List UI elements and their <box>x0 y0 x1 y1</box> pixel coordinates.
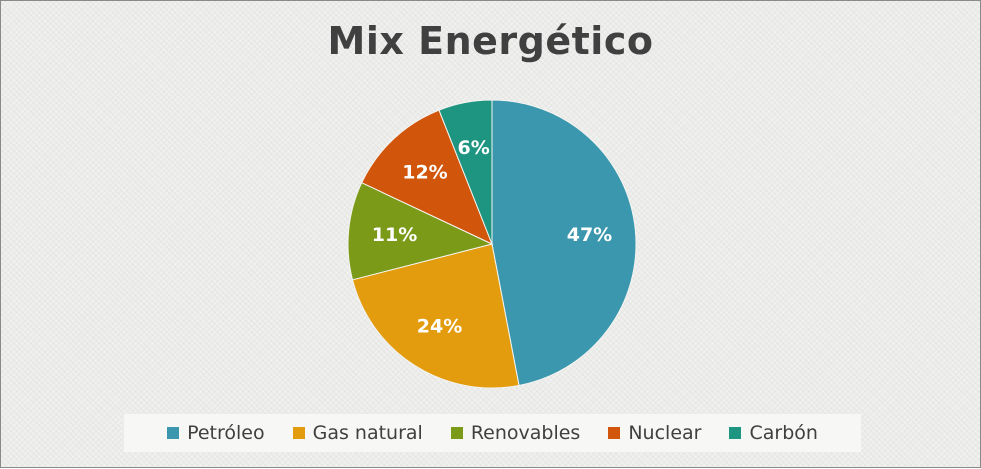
legend-label-0: Petróleo <box>187 422 265 444</box>
legend-item-2: Renovables <box>450 422 581 444</box>
legend-swatch-2 <box>450 427 463 439</box>
legend-item-0: Petróleo <box>167 422 265 444</box>
legend-item-1: Gas natural <box>292 422 423 444</box>
pie-slice-2 <box>347 182 494 281</box>
pie-slice-label-3: 12% <box>402 162 447 184</box>
legend-swatch-1 <box>292 427 305 439</box>
pie-slice-label-4: 6% <box>458 137 490 159</box>
legend-swatch-4 <box>729 427 742 439</box>
pie-slice-label-0: 47% <box>567 224 612 246</box>
legend-item-4: Carbón <box>729 422 818 444</box>
legend-swatch-0 <box>167 427 180 439</box>
pie-slice-0 <box>491 99 637 387</box>
pie-slice-4 <box>438 99 493 245</box>
pie-slice-1 <box>351 243 520 389</box>
chart-title: Mix Energético <box>327 19 654 63</box>
pie-slice-label-2: 11% <box>372 224 417 246</box>
legend-label-4: Carbón <box>749 422 818 444</box>
pie-slice-3 <box>361 109 493 245</box>
legend-label-2: Renovables <box>470 422 581 444</box>
chart-legend: Petróleo Gas natural Renovables Nuclear Carb… <box>124 414 861 452</box>
legend-label-3: Nuclear <box>628 422 702 444</box>
legend-label-1: Gas natural <box>312 422 423 444</box>
legend-item-3: Nuclear <box>608 422 701 444</box>
pie-slice-label-1: 24% <box>417 316 462 338</box>
legend-swatch-3 <box>608 427 621 439</box>
